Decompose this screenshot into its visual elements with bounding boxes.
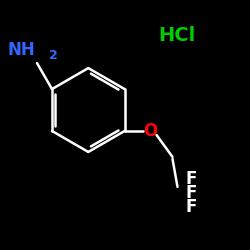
- Text: NH: NH: [7, 41, 35, 59]
- Text: F: F: [186, 170, 197, 188]
- Text: F: F: [186, 184, 197, 202]
- Text: F: F: [186, 198, 197, 216]
- Text: O: O: [144, 122, 158, 140]
- Text: HCl: HCl: [158, 26, 196, 45]
- Text: 2: 2: [48, 49, 57, 62]
